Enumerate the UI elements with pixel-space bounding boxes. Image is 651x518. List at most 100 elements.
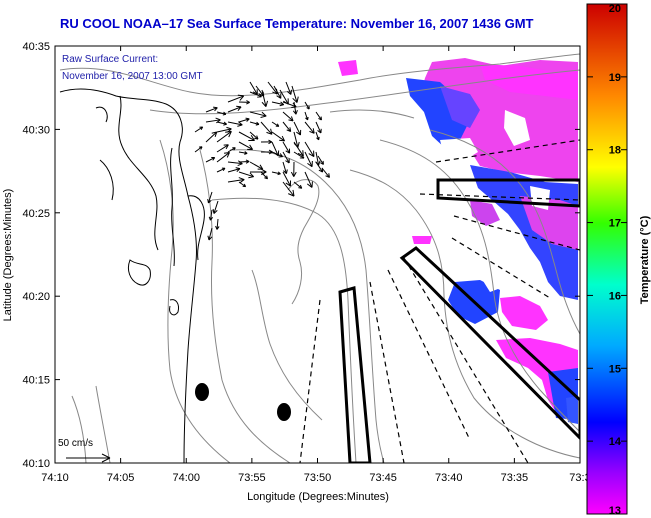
current-vector bbox=[216, 111, 227, 116]
current-vector bbox=[271, 171, 281, 176]
current-vector bbox=[260, 139, 273, 145]
current-vector bbox=[304, 171, 313, 188]
radial-lines bbox=[299, 139, 580, 463]
current-vector bbox=[273, 85, 282, 99]
current-vector bbox=[304, 121, 315, 134]
current-vector bbox=[207, 227, 213, 241]
current-vectors bbox=[194, 81, 330, 241]
current-vector bbox=[227, 105, 242, 113]
current-vector bbox=[293, 121, 302, 136]
colorbar bbox=[586, 3, 628, 515]
current-vector bbox=[249, 121, 260, 126]
current-vector bbox=[271, 151, 284, 158]
annotation-line-2: November 16, 2007 13:00 GMT bbox=[62, 71, 203, 82]
current-vector bbox=[216, 151, 230, 163]
current-vector bbox=[282, 111, 294, 122]
x-tick-label: 73:55 bbox=[238, 472, 266, 484]
colorbar-ticks: 20 19 18 17 16 15 14 13 bbox=[587, 3, 627, 517]
x-axis-ticks: 74:10 74:05 74:00 73:55 73:50 73:45 73:40 73:35… bbox=[41, 46, 591, 484]
current-vector bbox=[238, 131, 255, 141]
current-vector bbox=[271, 101, 285, 107]
current-vector bbox=[304, 101, 310, 110]
colorbar-tick-label: 13 bbox=[609, 505, 621, 517]
current-vector bbox=[282, 151, 290, 164]
current-vector bbox=[304, 141, 315, 158]
coastline bbox=[59, 88, 205, 463]
survey-boxes bbox=[338, 178, 580, 463]
current-vector bbox=[315, 111, 322, 121]
x-tick-label: 73:45 bbox=[369, 472, 397, 484]
current-vector bbox=[249, 81, 258, 95]
colorbar-tick-label: 15 bbox=[609, 363, 621, 375]
y-tick-label: 40:15 bbox=[22, 375, 50, 387]
current-vector bbox=[282, 141, 291, 154]
mooring-marker-1 bbox=[195, 383, 209, 401]
colorbar-tick-label: 20 bbox=[609, 3, 621, 15]
current-vector bbox=[304, 151, 313, 168]
scale-arrow bbox=[66, 453, 111, 463]
y-tick-label: 40:10 bbox=[22, 458, 50, 470]
current-vector bbox=[293, 131, 300, 148]
current-vector bbox=[227, 147, 236, 153]
current-vector bbox=[260, 121, 273, 135]
current-vector bbox=[249, 111, 267, 119]
current-vector bbox=[282, 181, 295, 197]
current-vector bbox=[227, 167, 241, 173]
colorbar-tick-label: 14 bbox=[609, 436, 622, 448]
scale-label: 50 cm/s bbox=[58, 438, 93, 449]
current-vector bbox=[205, 131, 218, 143]
current-vector bbox=[271, 121, 280, 127]
current-vector bbox=[227, 121, 243, 127]
current-vector bbox=[249, 161, 264, 170]
annotation-line-1: Raw Surface Current: bbox=[62, 54, 158, 65]
colorbar-tick-label: 19 bbox=[609, 72, 621, 84]
current-vector bbox=[205, 156, 216, 163]
current-vector bbox=[194, 126, 204, 133]
current-vector bbox=[238, 151, 248, 155]
map-plot-area bbox=[59, 53, 580, 463]
current-vector bbox=[205, 106, 218, 113]
current-vector bbox=[216, 121, 227, 126]
mooring-marker-2 bbox=[277, 403, 291, 421]
current-vector bbox=[315, 131, 320, 141]
current-vector bbox=[267, 81, 278, 95]
current-vector bbox=[293, 181, 303, 189]
y-tick-label: 40:20 bbox=[22, 291, 50, 303]
current-vector bbox=[227, 94, 245, 103]
x-tick-label: 73:35 bbox=[501, 472, 529, 484]
current-vector bbox=[238, 181, 247, 188]
x-tick-label: 73:50 bbox=[304, 472, 332, 484]
current-vector bbox=[216, 167, 226, 173]
y-axis-label: Latitude (Degrees:Minutes) bbox=[2, 189, 14, 322]
x-tick-label: 74:05 bbox=[107, 472, 135, 484]
current-vector bbox=[216, 144, 229, 153]
current-vector bbox=[304, 111, 309, 121]
current-vector bbox=[321, 167, 330, 178]
current-vector bbox=[292, 101, 298, 115]
current-vector bbox=[249, 131, 259, 140]
x-tick-label: 74:00 bbox=[172, 472, 200, 484]
current-vector bbox=[208, 209, 214, 221]
map-title: RU COOL NOAA–17 Sea Surface Temperature:… bbox=[60, 16, 534, 31]
current-vector bbox=[238, 100, 250, 105]
current-vector bbox=[317, 155, 324, 165]
current-vector bbox=[260, 149, 273, 155]
y-axis-ticks: 40:35 40:30 40:25 40:20 40:15 40:10 bbox=[22, 41, 580, 470]
y-tick-label: 40:25 bbox=[22, 208, 50, 220]
current-vector bbox=[215, 218, 220, 230]
current-vector bbox=[282, 171, 292, 187]
colorbar-label: Temperature (°C) bbox=[639, 215, 651, 304]
current-vector bbox=[293, 151, 305, 159]
x-tick-label: 73:40 bbox=[435, 472, 463, 484]
current-vector bbox=[227, 177, 245, 184]
current-vector bbox=[194, 146, 203, 153]
current-vector bbox=[290, 161, 297, 177]
current-vector bbox=[212, 200, 219, 214]
current-vector bbox=[207, 191, 213, 204]
current-vector bbox=[238, 117, 250, 123]
current-vector bbox=[271, 131, 285, 142]
current-vector bbox=[216, 130, 232, 143]
current-vector bbox=[279, 89, 289, 105]
current-vector bbox=[261, 89, 269, 107]
